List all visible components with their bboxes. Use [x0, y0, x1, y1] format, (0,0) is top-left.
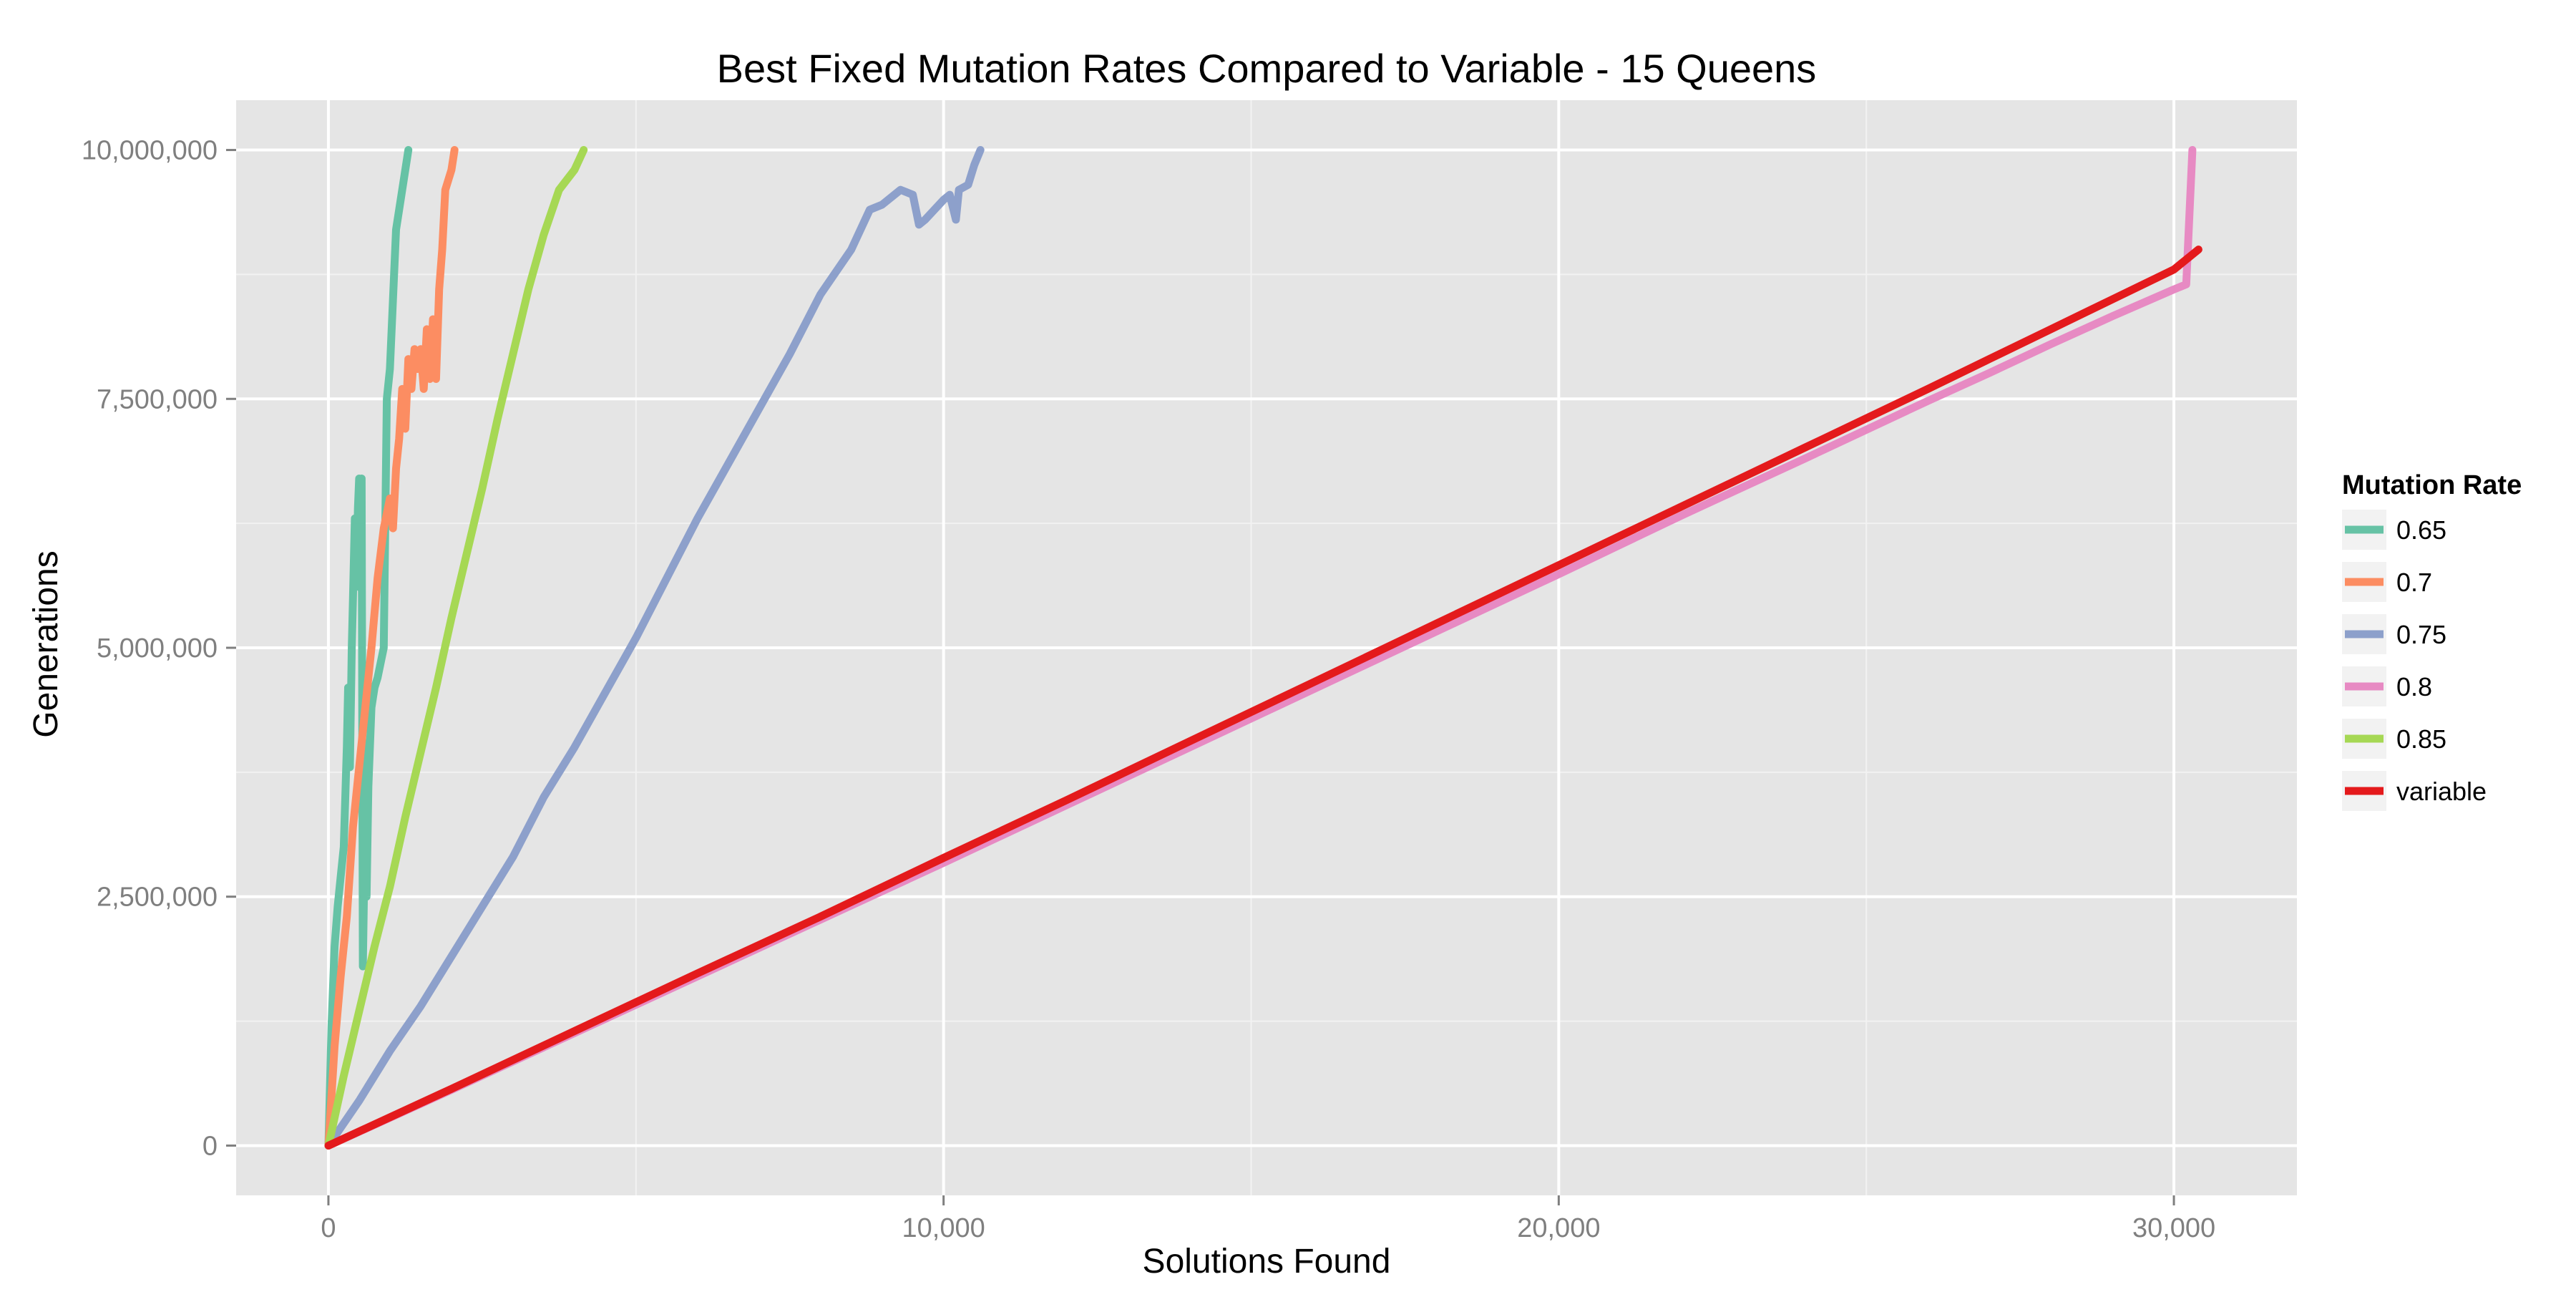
series-line-0-7: [324, 146, 459, 1150]
y-tick-label: 5,000,000: [97, 633, 218, 664]
y-tick-label: 2,500,000: [97, 883, 218, 913]
legend-label: 0.85: [2396, 724, 2446, 754]
series-lines: [324, 146, 2202, 1150]
x-tick-label: 20,000: [1517, 1213, 1600, 1243]
y-tick-label: 0: [203, 1131, 218, 1161]
chart-title: Best Fixed Mutation Rates Compared to Va…: [717, 46, 1817, 91]
x-tick-label: 10,000: [902, 1213, 985, 1243]
series-line-variable: [324, 246, 2202, 1150]
series-line-0-75: [324, 146, 985, 1150]
legend-label: 0.8: [2396, 672, 2432, 701]
x-tick-label: 30,000: [2132, 1213, 2215, 1243]
plot-area: [236, 100, 2297, 1195]
legend: Mutation Rate 0.65 0.7 0.75 0.8 0.85 variable: [2342, 470, 2522, 811]
y-tick-label: 10,000,000: [82, 136, 218, 166]
legend-title: Mutation Rate: [2342, 470, 2522, 500]
series-line-0-85: [324, 146, 588, 1150]
y-tick-label: 7,500,000: [97, 384, 218, 414]
legend-label: 0.7: [2396, 568, 2432, 597]
y-axis-title: Generations: [27, 550, 65, 738]
x-tick-label: 0: [321, 1213, 336, 1243]
axes: 0 10,000 20,000 30,000 0 2,500,000 5,000,000 7,…: [82, 136, 2215, 1243]
legend-label: variable: [2396, 777, 2487, 806]
legend-label: 0.75: [2396, 620, 2446, 649]
x-axis-title: Solutions Found: [1143, 1243, 1391, 1281]
series-line-0-65: [324, 146, 413, 1150]
legend-label: 0.65: [2396, 515, 2446, 545]
